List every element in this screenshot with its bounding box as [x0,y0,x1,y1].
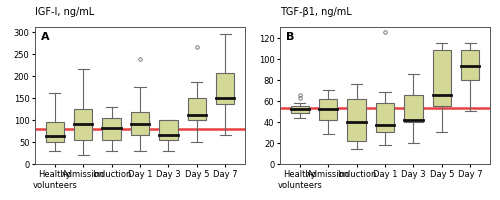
Bar [131,112,149,135]
Text: IGF-I, ng/mL: IGF-I, ng/mL [35,7,94,17]
Bar [290,106,309,114]
Bar [102,118,121,140]
Bar [159,120,178,140]
Bar [432,51,451,106]
Bar [46,122,64,142]
Text: A: A [42,32,50,42]
Bar [216,74,234,105]
Bar [74,109,92,140]
Bar [404,96,422,122]
Text: TGF-β1, ng/mL: TGF-β1, ng/mL [280,7,352,17]
Bar [461,51,479,80]
Bar [348,99,366,141]
Bar [376,103,394,133]
Text: B: B [286,32,294,42]
Bar [188,98,206,120]
Bar [319,99,338,120]
